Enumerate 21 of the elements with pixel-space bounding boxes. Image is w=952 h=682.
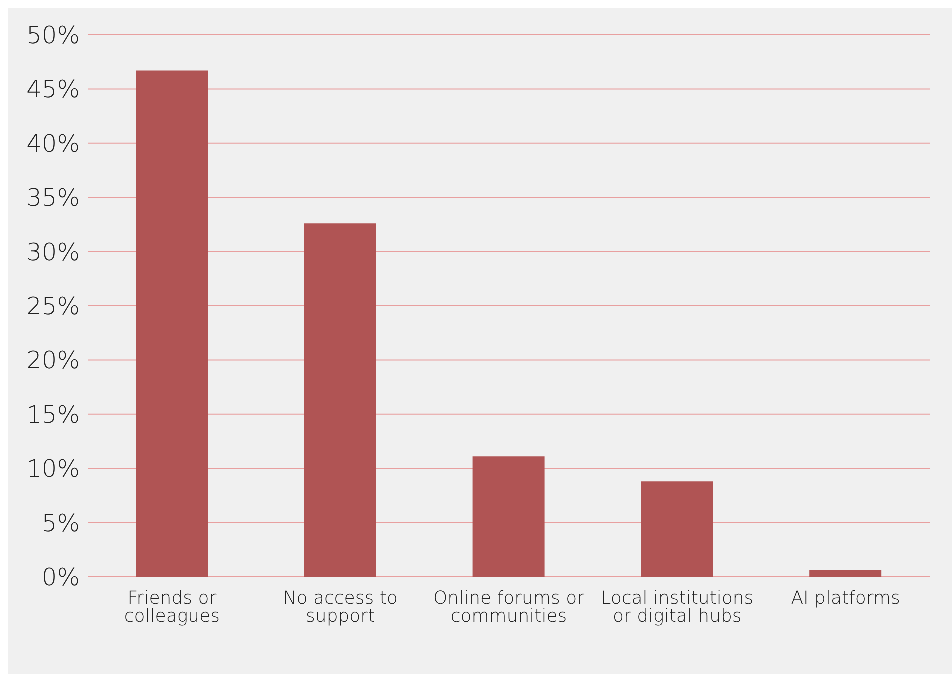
bar bbox=[810, 570, 882, 577]
y-tick-label: 25% bbox=[26, 292, 80, 321]
x-tick-label: AI platforms bbox=[791, 588, 900, 609]
bar bbox=[136, 70, 208, 577]
y-tick-label: 50% bbox=[26, 22, 80, 50]
y-tick-label: 0% bbox=[42, 564, 80, 592]
x-tick-label: Online forums or communities bbox=[434, 588, 586, 627]
bar bbox=[641, 482, 714, 577]
x-tick-label: Friends or colleagues bbox=[124, 588, 220, 627]
y-tick-label: 45% bbox=[26, 76, 80, 104]
y-tick-label: 30% bbox=[26, 238, 80, 266]
y-tick-label: 5% bbox=[42, 509, 80, 538]
y-tick-label: 40% bbox=[26, 130, 80, 158]
bar bbox=[472, 456, 545, 577]
x-tick-label: No access to support bbox=[283, 588, 398, 627]
y-tick-label: 10% bbox=[26, 455, 80, 484]
y-tick-label: 35% bbox=[26, 184, 80, 212]
y-tick-label: 15% bbox=[26, 400, 80, 429]
y-tick-label: 20% bbox=[26, 346, 80, 375]
bar bbox=[304, 224, 376, 577]
x-tick-label: Local institutions or digital hubs bbox=[601, 588, 754, 627]
